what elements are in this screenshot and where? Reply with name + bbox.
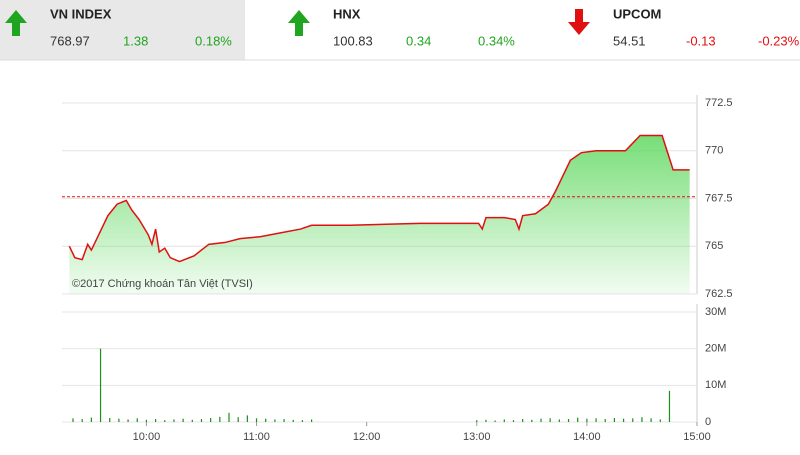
volume-bar — [274, 419, 276, 422]
index-change: 1.38 — [123, 33, 148, 48]
volume-bar — [127, 419, 129, 422]
index-name: UPCOM — [613, 6, 661, 21]
volume-bar — [531, 419, 533, 422]
y-tick-label: 10M — [705, 379, 726, 391]
volume-bar — [200, 419, 203, 422]
volume-bar — [283, 419, 285, 422]
plot: 772.5 770 767.5 765 762.5 ©2017 Chứng khoán T… — [62, 95, 733, 443]
volume-bar — [622, 418, 625, 422]
volume-bar — [154, 419, 157, 422]
direction-arrow — [5, 10, 27, 36]
y-tick-label: 0 — [705, 416, 711, 428]
volume-bar — [522, 419, 524, 422]
volume-bar — [173, 419, 175, 422]
y-tick-label: 762.5 — [705, 288, 733, 300]
volume-bar — [237, 417, 239, 422]
volume-bar — [210, 417, 212, 422]
volume-bar — [255, 418, 258, 422]
volume-bar — [586, 418, 588, 422]
volume-bar — [191, 419, 193, 422]
volume-bar — [595, 418, 597, 422]
y-tick-label: 772.5 — [705, 97, 733, 109]
index-name: VN INDEX — [50, 6, 112, 21]
volume-bar — [246, 415, 248, 422]
volume-bar — [549, 418, 551, 422]
index-value: 54.51 — [613, 33, 646, 48]
x-tick-label: 10:00 — [133, 431, 161, 443]
volume-bar — [72, 418, 74, 422]
volume-bar — [136, 418, 138, 422]
volume-bar — [145, 419, 148, 422]
x-tick-label: 12:00 — [353, 431, 381, 443]
index-value: 768.97 — [50, 33, 90, 48]
volume-bar — [90, 417, 92, 422]
index-value: 100.83 — [333, 33, 373, 48]
volume-bar — [577, 417, 579, 422]
index-change-pct: -0.23% — [758, 33, 800, 48]
direction-arrow — [288, 10, 310, 36]
index-tab[interactable]: VN INDEX 768.97 1.38 0.18% — [5, 6, 232, 48]
area-fill — [69, 135, 690, 294]
volume-bar — [265, 418, 267, 422]
direction-arrow — [568, 9, 590, 35]
index-name: HNX — [333, 6, 361, 21]
volume-bar — [476, 420, 478, 422]
volume-bar — [503, 419, 505, 422]
volume-bar — [632, 418, 634, 422]
volume-bar — [604, 419, 606, 422]
x-tick-label: 14:00 — [573, 431, 601, 443]
volume-bar — [540, 418, 542, 422]
volume-bar — [494, 420, 496, 422]
volume-bar — [659, 419, 661, 422]
volume-bar — [310, 419, 313, 422]
y-tick-label: 765 — [705, 240, 723, 252]
volume-bar — [641, 417, 643, 422]
volume-bar — [512, 420, 515, 422]
volume-bar — [164, 420, 166, 422]
volume-bar — [99, 348, 102, 422]
header: VN INDEX 768.97 1.38 0.18% HNX 100.83 0.34 0.34… — [5, 6, 800, 48]
volume-bar — [118, 418, 120, 422]
volume-bar — [613, 417, 616, 422]
volume-bar — [182, 418, 184, 422]
volume-bar — [228, 412, 230, 422]
index-change: 0.34 — [406, 33, 431, 48]
y-tick-label: 770 — [705, 145, 723, 157]
active-tab-bg — [0, 0, 245, 60]
x-tick-label: 13:00 — [463, 431, 491, 443]
x-tick-label: 15:00 — [683, 431, 711, 443]
y-tick-label: 767.5 — [705, 192, 733, 204]
index-change: -0.13 — [686, 33, 716, 48]
volume-bar — [558, 419, 560, 422]
volume-bar — [301, 420, 304, 422]
copyright: ©2017 Chứng khoán Tân Việt (TVSI) — [72, 278, 253, 290]
index-tab[interactable]: UPCOM 54.51 -0.13 -0.23% — [568, 6, 800, 48]
y-tick-label: 20M — [705, 343, 726, 355]
volume-bar — [292, 419, 294, 422]
index-change-pct: 0.18% — [195, 33, 232, 48]
index-tab[interactable]: HNX 100.83 0.34 0.34% — [288, 6, 515, 48]
x-tick-label: 11:00 — [243, 431, 270, 443]
y-tick-label: 30M — [705, 306, 726, 318]
price-line — [68, 134, 690, 263]
volume-bar — [650, 418, 652, 422]
volume-bar — [219, 416, 221, 422]
volume-bar — [109, 417, 111, 422]
volume-bar — [668, 390, 671, 422]
index-change-pct: 0.34% — [478, 33, 515, 48]
volume-bar — [567, 419, 570, 422]
volume-bar — [485, 419, 487, 422]
volume-bar — [81, 419, 83, 422]
